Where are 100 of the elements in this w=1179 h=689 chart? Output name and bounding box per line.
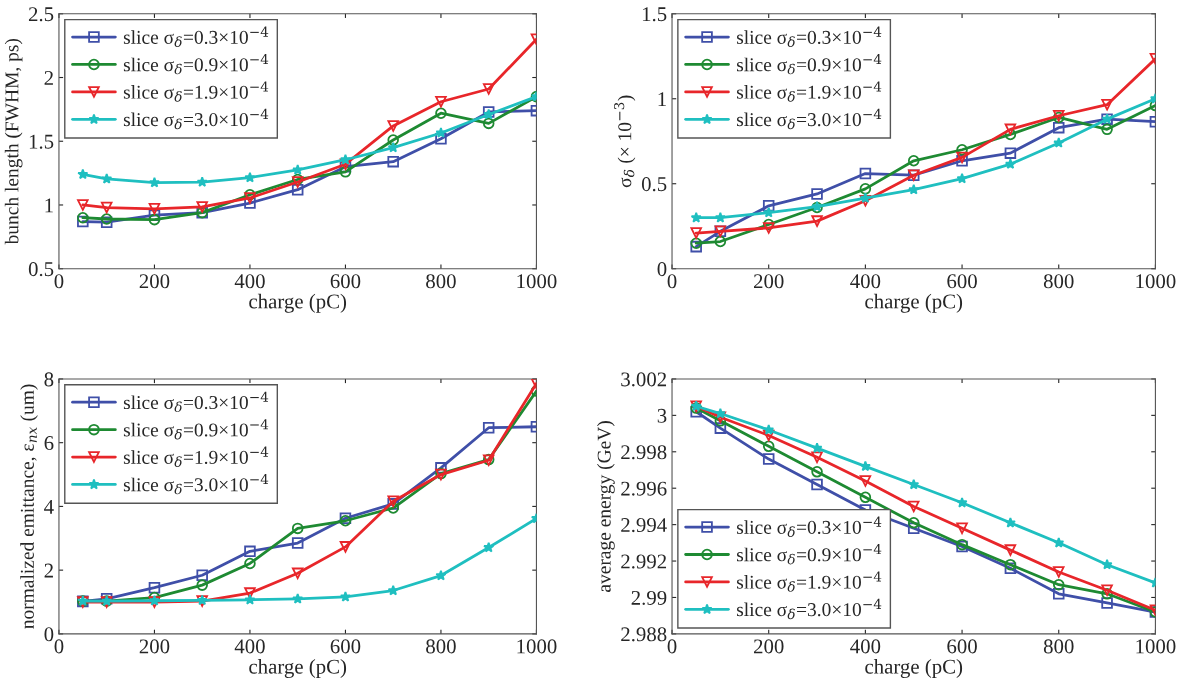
point (244, 557, 256, 570)
point (907, 517, 920, 529)
point (1101, 98, 1113, 111)
legend-label: slice σ$_{δ}$=0.9×10$^{−4}$ (737, 53, 882, 75)
point (387, 134, 399, 146)
point (714, 235, 727, 248)
point (292, 164, 304, 175)
point (291, 522, 304, 535)
x-tick-label: 400 (850, 274, 881, 289)
point (339, 591, 351, 602)
x-tick-label: 200 (754, 639, 784, 654)
x-tick-label: 600 (947, 639, 977, 654)
point (100, 201, 113, 214)
point (244, 545, 256, 558)
y-tick-label: 2.988 (621, 627, 667, 642)
point (1004, 123, 1017, 136)
point (762, 222, 775, 234)
legend-label: slice σ$_{δ}$=3.0×10$^{−4}$ (737, 108, 882, 130)
point (811, 478, 823, 491)
legend-label: slice σ$_{δ}$=1.9×10$^{−4}$ (737, 81, 882, 102)
x-tick-label: 800 (426, 274, 456, 289)
point (762, 429, 775, 442)
point (714, 211, 726, 223)
x-tick-label: 1000 (1136, 274, 1176, 289)
legend-label: slice σ$_{δ}$=3.0×10$^{−4}$ (737, 598, 882, 620)
point (77, 199, 89, 211)
point (1101, 584, 1113, 596)
x-tick-label: 800 (1043, 639, 1074, 654)
legend-label: slice σ$_{δ}$=0.3×10$^{−4}$ (737, 516, 882, 537)
point (387, 155, 399, 168)
point (690, 237, 702, 249)
legend-label: slice σ$_{δ}$=1.9×10$^{−4}$ (737, 571, 882, 592)
point (908, 478, 920, 490)
y-tick-label: 8 (44, 372, 54, 387)
point (859, 183, 872, 195)
x-axis-title: charge (pC) (865, 659, 963, 678)
legend-label: slice σ$_{δ}$=0.3×10$^{−4}$ (123, 391, 269, 413)
x-tick-label: 200 (139, 274, 170, 289)
point (291, 567, 304, 580)
point (244, 587, 256, 599)
point (1052, 566, 1065, 578)
y-tick-label: 1.5 (29, 134, 54, 149)
legend-label: slice σ$_{δ}$=0.9×10$^{−4}$ (737, 543, 882, 565)
legend-label: slice σ$_{δ}$=3.0×10$^{−4}$ (123, 108, 269, 130)
x-axis-title: charge (pC) (249, 293, 347, 313)
point (482, 117, 495, 130)
y-tick-label: 6 (44, 436, 54, 451)
point (77, 168, 89, 180)
point (291, 183, 304, 196)
point (1004, 517, 1016, 528)
point (1052, 578, 1065, 591)
point (77, 215, 89, 228)
x-tick-label: 200 (139, 639, 170, 654)
point (482, 421, 495, 434)
point (339, 166, 352, 178)
point (1052, 121, 1065, 134)
x-tick-label: 400 (850, 639, 881, 654)
point (762, 453, 775, 465)
y-tick-label: 0 (44, 627, 54, 642)
legend-label: slice σ$_{δ}$=0.9×10$^{−4}$ (123, 53, 269, 75)
point (762, 200, 775, 212)
y-tick-label: 2.994 (621, 518, 667, 533)
y-tick-label: 2.998 (621, 445, 667, 460)
y-axis-title: average energy (GeV) (597, 421, 615, 592)
point (435, 132, 447, 145)
point (690, 240, 702, 253)
point (483, 541, 495, 553)
point (1004, 558, 1017, 571)
point (811, 188, 823, 200)
y-tick-label: 4 (44, 499, 54, 514)
y-tick-label: 2.99 (631, 590, 667, 605)
x-tick-label: 600 (330, 274, 361, 289)
x-tick-label: 800 (426, 639, 456, 654)
point (148, 213, 161, 226)
point (1052, 588, 1065, 600)
y-tick-label: 0 (657, 262, 667, 277)
point (956, 155, 968, 167)
point (956, 172, 968, 184)
point (956, 143, 968, 156)
y-tick-label: 2 (44, 70, 53, 85)
x-tick-label: 0 (54, 639, 64, 654)
point (101, 173, 113, 184)
point (387, 120, 399, 132)
legend-label: slice σ$_{δ}$=0.9×10$^{−4}$ (123, 419, 269, 440)
point (339, 541, 352, 553)
y-tick-label: 2.996 (621, 481, 667, 496)
y-tick-label: 3.002 (621, 372, 667, 387)
point (811, 215, 823, 227)
point (1004, 158, 1016, 170)
point (1004, 544, 1017, 556)
point (482, 83, 495, 95)
y-tick-label: 2.5 (28, 7, 54, 22)
y-axis-title: bunch length (FWHM, ps) (4, 38, 23, 245)
point (148, 581, 161, 594)
point (339, 153, 351, 165)
point (956, 497, 968, 508)
point (1101, 558, 1113, 570)
point (196, 201, 208, 213)
x-tick-label: 0 (667, 639, 677, 654)
point (956, 522, 968, 535)
